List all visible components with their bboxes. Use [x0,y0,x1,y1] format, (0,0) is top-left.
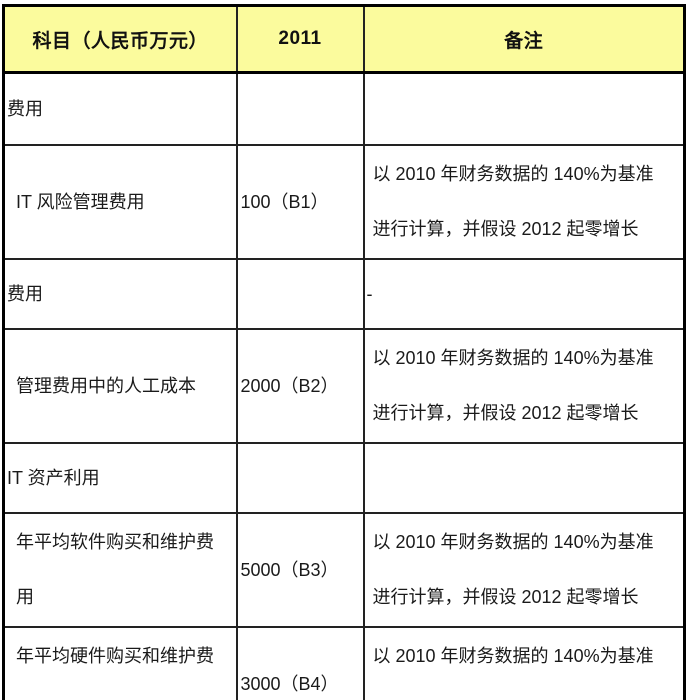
table-row-labor-cost: 管理费用中的人工成本 2000（B2） 以 2010 年财务数据的 140%为基… [2,328,686,444]
note-cell [362,442,686,514]
table-row-section-expenses: 费用 [2,71,686,146]
subject-cell: IT 资产利用 [2,442,238,514]
header-row: 科目（人民币万元） 2011 备注 [2,4,686,74]
value-cell: 3000（B4） [235,626,365,700]
note-cell: 以 2010 年财务数据的 140%为基准 进行计算，并假设 2012 起零增长 [362,626,686,700]
note-cell: 以 2010 年财务数据的 140%为基准 进行计算，并假设 2012 起零增长 [362,328,686,444]
table-row-software-purchase-maintenance: 年平均软件购买和维护费 用 5000（B3） 以 2010 年财务数据的 140… [2,512,686,628]
value-cell [235,442,365,514]
note-cell [362,71,686,146]
table-body: 费用 IT 风险管理费用 100（B1） 以 2010 年财务数据的 140%为… [2,71,686,700]
subject-cell: 管理费用中的人工成本 [2,328,238,444]
note-cell: 以 2010 年财务数据的 140%为基准 进行计算，并假设 2012 起零增长 [362,512,686,628]
note-cell: 以 2010 年财务数据的 140%为基准 进行计算，并假设 2012 起零增长 [362,144,686,260]
note-cell: - [362,258,686,330]
table-row-it-risk-management: IT 风险管理费用 100（B1） 以 2010 年财务数据的 140%为基准 … [2,144,686,260]
table-header: 科目（人民币万元） 2011 备注 [2,4,686,74]
header-cell-notes: 备注 [362,4,686,74]
value-cell [235,71,365,146]
table-row-section-it-asset-utilization: IT 资产利用 [2,442,686,514]
subject-cell: 年平均硬件购买和维护费 用 [2,626,238,700]
table-row-hardware-purchase-maintenance: 年平均硬件购买和维护费 用 3000（B4） 以 2010 年财务数据的 140… [2,626,686,700]
subject-cell: 费用 [2,71,238,146]
subject-cell: 年平均软件购买和维护费 用 [2,512,238,628]
table-row-section-expenses-2: 费用 - [2,258,686,330]
value-cell: 2000（B2） [235,328,365,444]
header-cell-year-2011: 2011 [235,4,365,74]
value-cell [235,258,365,330]
value-cell: 5000（B3） [235,512,365,628]
budget-table: 科目（人民币万元） 2011 备注 费用 IT 风险管理费用 100（B1） 以… [2,4,686,700]
subject-cell: IT 风险管理费用 [2,144,238,260]
subject-cell: 费用 [2,258,238,330]
header-cell-subject: 科目（人民币万元） [2,4,238,74]
value-cell: 100（B1） [235,144,365,260]
